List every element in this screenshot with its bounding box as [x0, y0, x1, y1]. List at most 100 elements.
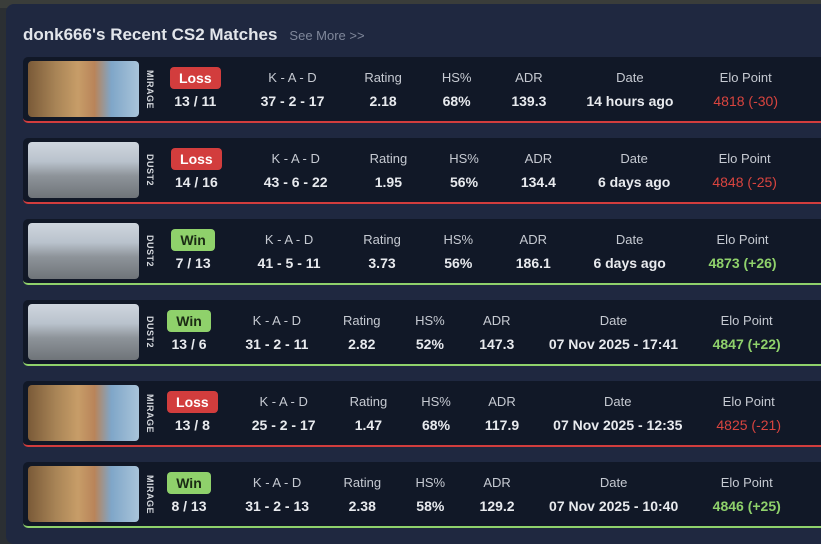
- hs-value: 58%: [416, 498, 445, 514]
- result-column: Win 8 / 13: [167, 472, 211, 516]
- elo-column: Elo Point 4848 (-25): [712, 148, 777, 192]
- hs-value: 68%: [422, 417, 451, 433]
- map-thumbnail: [28, 466, 139, 522]
- hs-value: 56%: [450, 174, 479, 190]
- hs-value: 68%: [442, 93, 471, 109]
- elo-label: Elo Point: [720, 475, 773, 490]
- result-badge: Loss: [171, 148, 222, 170]
- adr-value: 186.1: [515, 255, 551, 271]
- date-label: Date: [620, 151, 648, 166]
- elo-label: Elo Point: [719, 70, 772, 85]
- score-value: 13 / 11: [174, 93, 217, 109]
- match-row[interactable]: MIRAGE Win 8 / 13 K - A - D 31 - 2 - 13 …: [23, 462, 821, 528]
- score-value: 7 / 13: [175, 255, 211, 271]
- kad-column: K - A - D 43 - 6 - 22: [264, 148, 328, 192]
- elo-column: Elo Point 4873 (+26): [708, 229, 776, 273]
- kad-value: 37 - 2 - 17: [260, 93, 325, 109]
- adr-column: ADR 129.2: [480, 472, 515, 516]
- match-row[interactable]: MIRAGE Loss 13 / 8 K - A - D 25 - 2 - 17…: [23, 381, 821, 447]
- date-value: 07 Nov 2025 - 17:41: [548, 336, 679, 352]
- map-thumbnail: [28, 142, 139, 198]
- adr-value: 134.4: [520, 174, 556, 190]
- date-column: Date 07 Nov 2025 - 17:41: [549, 310, 678, 354]
- adr-label: ADR: [519, 232, 547, 247]
- elo-value: 4847 (+22): [712, 336, 781, 352]
- result-badge: Win: [167, 472, 211, 494]
- hs-column: HS% 58%: [415, 472, 445, 516]
- hs-label: HS%: [415, 313, 445, 328]
- elo-column: Elo Point 4818 (-30): [713, 67, 778, 111]
- hs-label: HS%: [415, 475, 446, 490]
- map-name: MIRAGE: [145, 474, 155, 514]
- result-badge: Loss: [167, 391, 218, 413]
- hs-label: HS%: [421, 394, 451, 409]
- date-column: Date 6 days ago: [593, 229, 665, 273]
- score-value: 14 / 16: [174, 174, 218, 190]
- see-more-link[interactable]: See More >>: [289, 28, 365, 43]
- elo-value: 4873 (+26): [708, 255, 777, 271]
- map-name: DUST2: [145, 234, 155, 267]
- hs-column: HS% 68%: [421, 391, 451, 435]
- result-column: Win 13 / 6: [167, 310, 211, 354]
- map-thumbnail: [28, 304, 139, 360]
- kad-value: 25 - 2 - 17: [251, 417, 316, 433]
- elo-column: Elo Point 4825 (-21): [716, 391, 781, 435]
- rating-value: 2.18: [369, 93, 397, 109]
- elo-label: Elo Point: [716, 232, 769, 247]
- match-row[interactable]: DUST2 Win 7 / 13 K - A - D 41 - 5 - 11 R…: [23, 219, 821, 285]
- date-label: Date: [599, 313, 628, 328]
- kad-value: 41 - 5 - 11: [257, 255, 321, 271]
- adr-column: ADR 139.3: [511, 67, 546, 111]
- hs-label: HS%: [443, 232, 474, 247]
- adr-column: ADR 134.4: [521, 148, 556, 192]
- adr-value: 139.3: [511, 93, 547, 109]
- date-column: Date 6 days ago: [598, 148, 670, 192]
- score-value: 13 / 8: [174, 417, 210, 433]
- map-name: DUST2: [145, 315, 155, 348]
- match-row[interactable]: DUST2 Win 13 / 6 K - A - D 31 - 2 - 11 R…: [23, 300, 821, 366]
- map-thumbnail: [28, 61, 139, 117]
- adr-column: ADR 186.1: [516, 229, 551, 273]
- rating-value: 3.73: [368, 255, 396, 271]
- score-value: 13 / 6: [171, 336, 207, 352]
- date-value: 07 Nov 2025 - 12:35: [553, 417, 683, 433]
- rating-label: Rating: [364, 70, 402, 85]
- adr-column: ADR 117.9: [485, 391, 519, 435]
- result-column: Loss 14 / 16: [171, 148, 222, 192]
- date-label: Date: [604, 394, 632, 409]
- date-value: 07 Nov 2025 - 10:40: [549, 498, 679, 514]
- elo-column: Elo Point 4847 (+22): [713, 310, 781, 354]
- adr-label: ADR: [515, 70, 543, 85]
- elo-value: 4825 (-21): [716, 417, 781, 433]
- date-value: 6 days ago: [593, 255, 666, 271]
- hs-label: HS%: [441, 70, 472, 85]
- result-badge: Win: [171, 229, 215, 251]
- date-column: Date 14 hours ago: [586, 67, 673, 111]
- date-value: 14 hours ago: [586, 93, 674, 109]
- kad-label: K - A - D: [252, 313, 302, 328]
- kad-value: 31 - 2 - 13: [245, 498, 310, 514]
- elo-column: Elo Point 4846 (+25): [713, 472, 781, 516]
- hs-column: HS% 52%: [415, 310, 445, 354]
- map-name: DUST2: [145, 153, 155, 186]
- rating-value: 2.82: [348, 336, 376, 352]
- elo-label: Elo Point: [720, 313, 773, 328]
- rating-column: Rating 2.18: [364, 67, 402, 111]
- kad-label: K - A - D: [252, 475, 302, 490]
- panel-header: donk666's Recent CS2 Matches See More >>: [23, 25, 365, 45]
- result-column: Win 7 / 13: [171, 229, 215, 273]
- rating-value: 2.38: [348, 498, 376, 514]
- date-value: 6 days ago: [597, 174, 671, 190]
- date-label: Date: [599, 475, 628, 490]
- elo-value: 4848 (-25): [712, 174, 777, 190]
- kad-label: K - A - D: [268, 70, 317, 85]
- result-badge: Win: [167, 310, 211, 332]
- adr-value: 147.3: [479, 336, 515, 352]
- match-row[interactable]: DUST2 Loss 14 / 16 K - A - D 43 - 6 - 22…: [23, 138, 821, 204]
- date-column: Date 07 Nov 2025 - 10:40: [549, 472, 678, 516]
- adr-label: ADR: [524, 151, 553, 166]
- rating-value: 1.47: [354, 417, 382, 433]
- adr-label: ADR: [483, 313, 511, 328]
- hs-value: 52%: [415, 336, 444, 352]
- match-row[interactable]: MIRAGE Loss 13 / 11 K - A - D 37 - 2 - 1…: [23, 57, 821, 123]
